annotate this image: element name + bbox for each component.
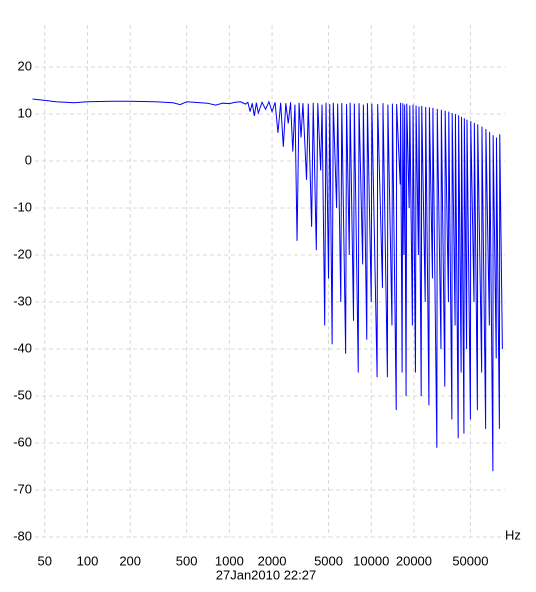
timestamp: 27Jan2010 22:27: [216, 567, 316, 582]
x-tick-label: 50: [38, 553, 52, 568]
x-tick-label: 100: [77, 553, 99, 568]
x-tick-label: 5000: [314, 553, 343, 568]
y-tick-label: 20: [18, 58, 32, 73]
y-tick-label: -20: [13, 246, 32, 261]
x-tick-label: 50000: [452, 553, 488, 568]
y-tick-label: -70: [13, 481, 32, 496]
x-tick-label: 10000: [353, 553, 389, 568]
x-tick-label: 500: [176, 553, 198, 568]
y-tick-label: -60: [13, 434, 32, 449]
y-tick-label: -50: [13, 387, 32, 402]
x-tick-label: 200: [119, 553, 141, 568]
y-tick-label: -40: [13, 340, 32, 355]
y-tick-label: -10: [13, 199, 32, 214]
x-tick-label: 1000: [215, 553, 244, 568]
y-tick-label: -30: [13, 293, 32, 308]
x-tick-label: 20000: [396, 553, 432, 568]
x-axis-label: Hz: [505, 527, 521, 542]
x-tick-label: 2000: [258, 553, 287, 568]
y-tick-label: 0: [25, 152, 32, 167]
y-tick-label: -80: [13, 528, 32, 543]
y-tick-label: 10: [18, 105, 32, 120]
line-series: [32, 98, 503, 472]
